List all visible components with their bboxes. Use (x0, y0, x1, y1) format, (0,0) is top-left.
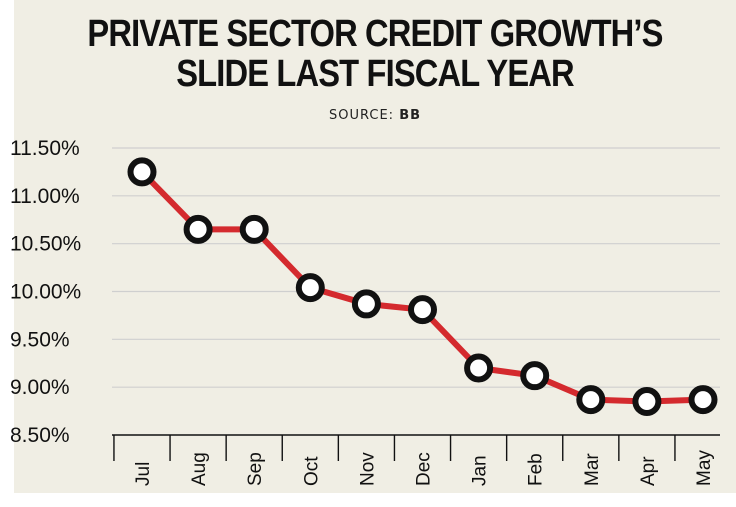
y-tick-label: 9.50% (10, 328, 70, 351)
data-point-marker (520, 361, 550, 391)
data-point-marker (632, 387, 662, 417)
data-point-marker (408, 295, 437, 325)
x-tick-label: Jul (133, 462, 154, 486)
source-label: SOURCE: (328, 108, 395, 123)
data-point-marker (464, 353, 494, 383)
chart-title-line-1: PRIVATE SECTOR CREDIT GROWTH’S (87, 13, 663, 55)
x-tick-label: Oct (301, 456, 322, 486)
x-tick-label: Feb (526, 453, 547, 486)
y-tick-label: 11.00% (10, 185, 80, 208)
data-point-marker (688, 385, 718, 415)
x-tick-label: Apr (638, 456, 659, 486)
x-tick-label: Mar (582, 453, 603, 486)
data-point-marker (351, 289, 381, 319)
series-line-layer (139, 168, 706, 405)
x-tick-label: Sep (245, 452, 266, 486)
data-point-marker (576, 385, 606, 415)
x-tick-label: May (694, 450, 715, 486)
data-point-marker (295, 273, 325, 303)
series-markers (127, 157, 718, 417)
chart-panel (14, 0, 736, 493)
x-tick-label: Aug (189, 452, 210, 486)
y-tick-label: 11.50% (10, 137, 80, 160)
y-axis-ticks: 11.50% 11.00% 10.50% 10.00% 9.50% 9.00% 8.50% (10, 137, 81, 447)
y-tick-label: 9.00% (10, 376, 70, 399)
chart-title-line-2: SLIDE LAST FISCAL YEAR (176, 53, 574, 95)
data-point-marker (183, 214, 213, 244)
data-point-marker (239, 214, 269, 244)
source-note: SOURCE: BB (14, 108, 736, 123)
series-line (139, 168, 706, 405)
y-tick-label: 10.50% (10, 233, 81, 256)
x-tick-label: Dec (414, 452, 435, 486)
x-tick-label: Nov (357, 452, 378, 486)
y-tick-label: 8.50% (10, 424, 70, 447)
source-value: BB (399, 108, 422, 123)
x-tick-label: Jan (470, 455, 491, 486)
x-axis: Jul Aug Sep Oct Nov Dec Jan Feb Mar Apr May (112, 434, 720, 486)
y-tick-label: 10.00% (10, 281, 81, 304)
grid-layer (112, 147, 720, 388)
data-point-marker (127, 157, 157, 187)
